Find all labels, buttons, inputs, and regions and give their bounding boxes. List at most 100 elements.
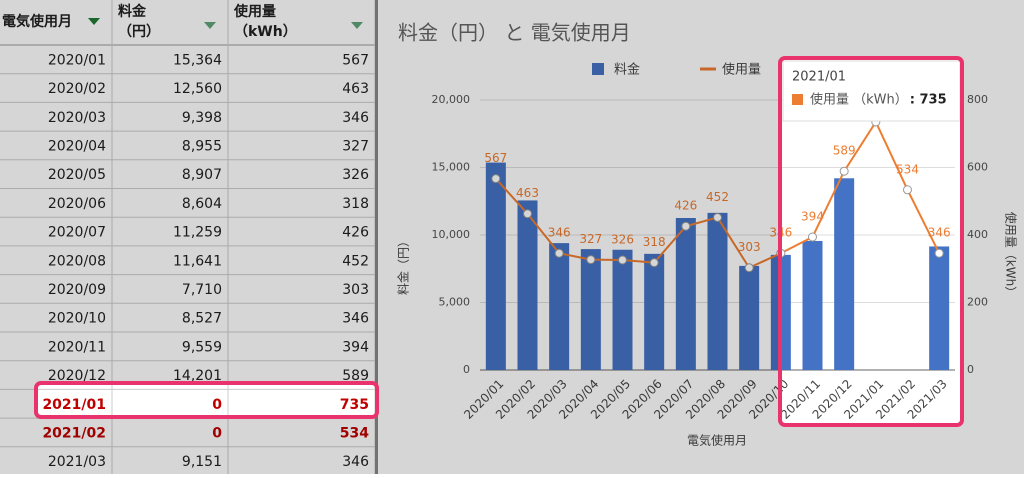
cell: 426 (342, 225, 369, 241)
line-marker (523, 209, 532, 219)
cell: 318 (342, 196, 369, 212)
cell: 2020/05 (48, 167, 106, 183)
cell: 2020/04 (48, 138, 106, 154)
cell: 346 (342, 454, 369, 470)
bar (675, 218, 696, 370)
cell: 2020/06 (48, 196, 106, 212)
chart-title: 料金（円） と 電気使用月 (398, 21, 631, 45)
data-label: 303 (738, 240, 761, 254)
bar (549, 243, 570, 370)
bar (485, 162, 506, 370)
cell: 452 (342, 253, 369, 269)
filter-icon (88, 18, 100, 25)
data-label: 326 (611, 232, 634, 246)
bar (834, 178, 855, 370)
cell: 2020/07 (48, 225, 106, 241)
y2-tick-label: 600 (967, 161, 988, 174)
line-marker (808, 232, 817, 242)
cell: 8,955 (182, 138, 222, 154)
column-header: 使用量 (233, 3, 276, 20)
cell: 9,398 (182, 110, 222, 126)
line-marker (681, 221, 691, 231)
data-label: 452 (706, 190, 729, 204)
cell: 327 (342, 138, 369, 154)
data-label: 463 (516, 186, 539, 200)
data-label: 426 (674, 199, 697, 213)
y-tick-label: 20,000 (432, 93, 471, 106)
bar (802, 240, 823, 370)
data-label: 394 (801, 210, 824, 224)
cell: 9,559 (182, 339, 222, 355)
bar (517, 200, 538, 370)
line-marker (713, 212, 722, 222)
data-label: 346 (928, 226, 951, 240)
y-tick-label: 10,000 (432, 228, 471, 241)
column-header: 電気使用月 (2, 13, 72, 30)
cell: 463 (342, 81, 369, 97)
y2-tick-label: 0 (967, 363, 974, 376)
cell: 0 (212, 397, 222, 413)
cell: 9,151 (182, 454, 222, 470)
line-marker (903, 185, 912, 195)
line-marker (586, 255, 596, 265)
line-marker (934, 248, 944, 258)
line-marker (554, 248, 564, 258)
cell: 567 (342, 52, 369, 68)
column-header: （円） (118, 24, 160, 40)
cell: 346 (342, 110, 369, 126)
line-marker (618, 255, 627, 265)
data-label: 534 (896, 162, 919, 176)
y2-axis-title: 使用量（kWh） (1004, 212, 1019, 298)
tooltip-box (782, 60, 961, 122)
cell: 534 (340, 425, 369, 441)
filter-icon (351, 22, 363, 29)
line-marker (649, 258, 659, 268)
cell: 2020/11 (48, 339, 106, 355)
cell: 14,201 (173, 368, 222, 384)
highlight-frame (34, 381, 379, 419)
cell: 0 (212, 425, 222, 441)
data-label: 318 (643, 235, 666, 249)
cell: 8,527 (182, 311, 222, 327)
bar (580, 249, 601, 370)
cell: 303 (342, 282, 369, 298)
bar (612, 249, 633, 370)
cell: 589 (342, 368, 369, 384)
bar (707, 212, 728, 370)
cell: 7,710 (182, 282, 222, 298)
data-label: 589 (833, 144, 856, 158)
cell: 12,560 (173, 81, 222, 97)
y2-tick-label: 200 (967, 296, 988, 309)
cell: 326 (342, 167, 369, 183)
y2-tick-label: 400 (967, 228, 988, 241)
y-tick-label: 15,000 (432, 161, 471, 174)
cell: 2021/02 (42, 425, 106, 441)
data-label: 346 (548, 226, 571, 240)
tooltip-swatch (792, 94, 803, 105)
data-label: 327 (579, 232, 602, 246)
panel-divider (375, 0, 378, 474)
y-axis-title: 料金（円） (396, 235, 411, 295)
tooltip-title: 2021/01 (792, 70, 846, 85)
cell: 2020/03 (48, 110, 106, 126)
cell: 2020/12 (48, 368, 106, 384)
column-header: 料金 (118, 3, 147, 20)
line-marker (491, 174, 501, 184)
column-header: （kWh） (234, 24, 297, 40)
cell: 2020/01 (48, 52, 106, 68)
cell: 15,364 (173, 52, 222, 68)
line-marker (744, 263, 754, 273)
cell: 11,259 (173, 225, 222, 241)
cell: 2020/10 (48, 311, 106, 327)
data-label: 567 (484, 151, 507, 165)
bar (929, 246, 950, 370)
y2-tick-label: 800 (967, 93, 988, 106)
cell: 346 (342, 311, 369, 327)
tooltip-label: 使用量 （kWh） (810, 92, 908, 108)
legend-swatch (592, 63, 604, 75)
x-axis-title: 電気使用月 (687, 433, 747, 448)
cell: 2021/03 (48, 454, 106, 470)
highlight-frame (778, 56, 964, 427)
